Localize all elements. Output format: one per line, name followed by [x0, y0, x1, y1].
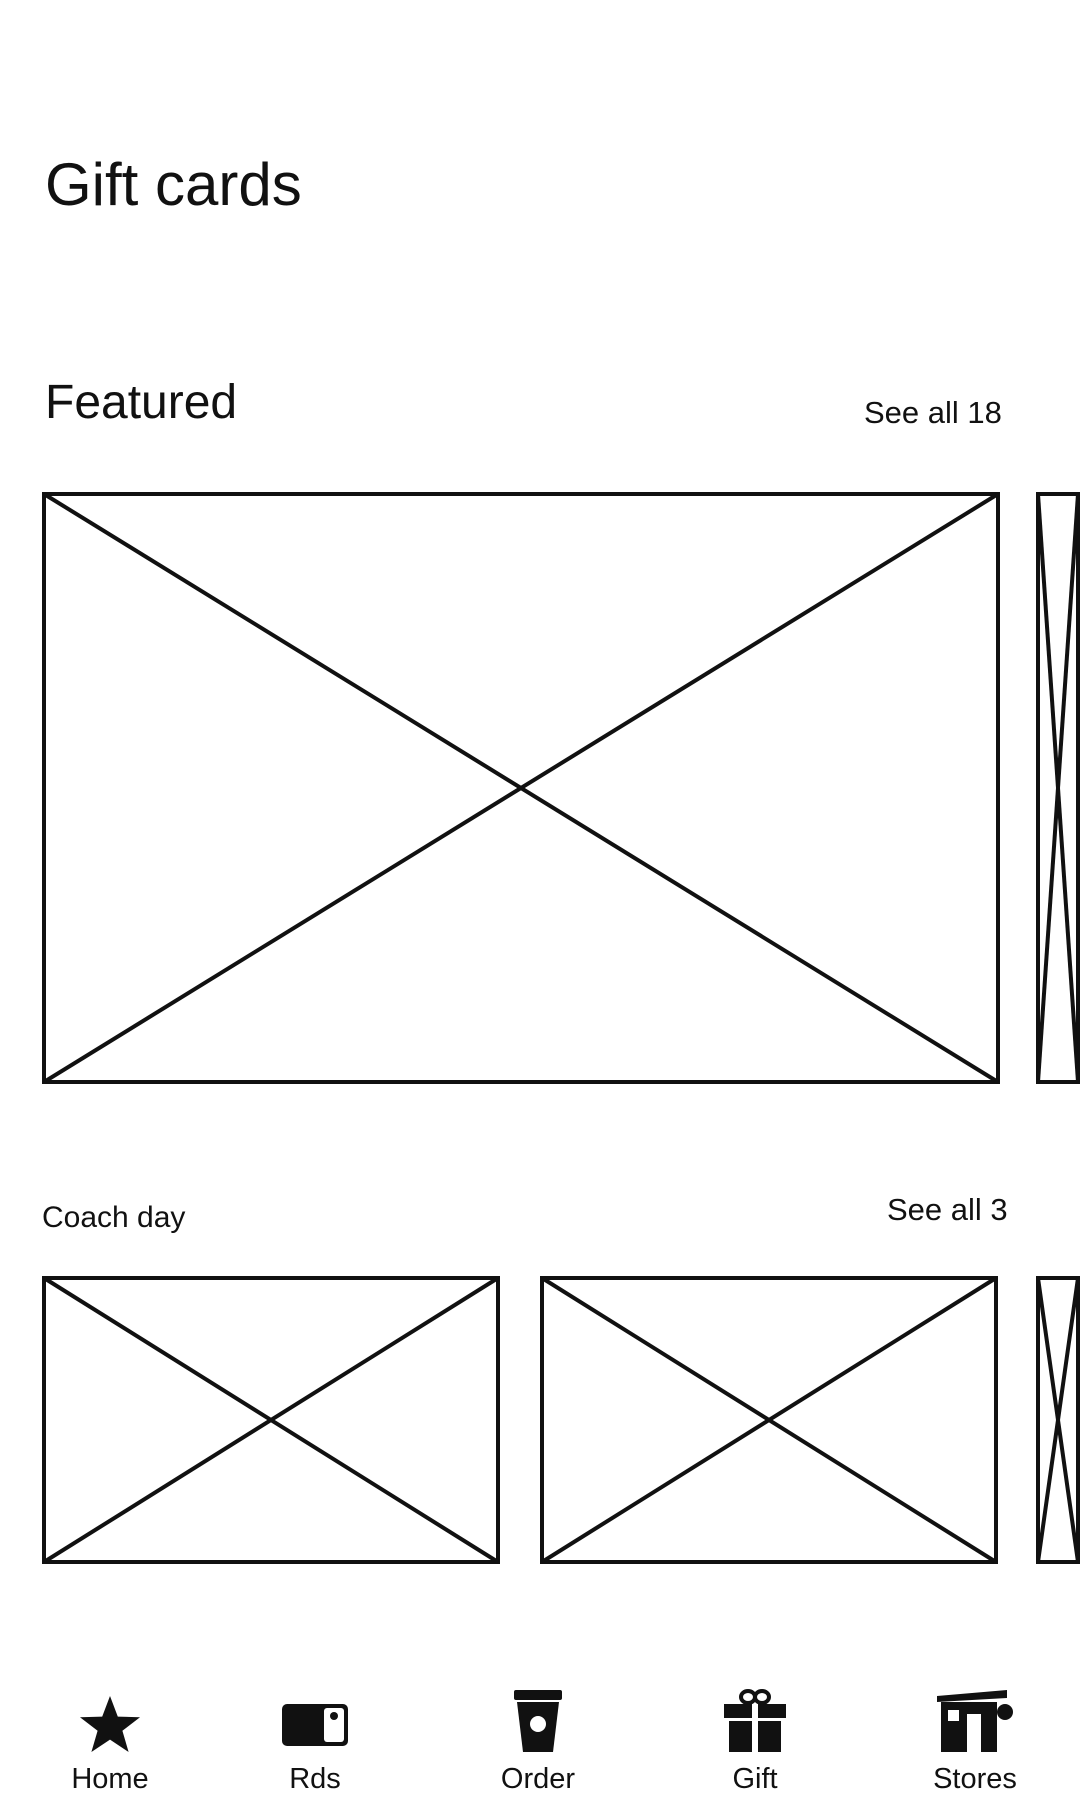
see-all-coach-day-link[interactable]: See all 3: [887, 1192, 1008, 1227]
nav-item-home[interactable]: Home: [35, 1680, 185, 1800]
nav-label-home: Home: [71, 1763, 149, 1795]
nav-item-order[interactable]: Order: [463, 1680, 613, 1800]
bottom-nav-bar: Home Rds Order Gift: [0, 1680, 1080, 1800]
nav-item-stores[interactable]: Stores: [900, 1680, 1050, 1800]
coach-day-card-image[interactable]: [42, 1276, 500, 1564]
nav-label-rds: Rds: [289, 1763, 341, 1795]
see-all-featured-link[interactable]: See all 18: [864, 395, 1002, 430]
card-icon: [282, 1704, 348, 1746]
featured-next-card-image[interactable]: [1036, 492, 1080, 1084]
featured-section-title: Featured: [45, 376, 238, 429]
nav-label-order: Order: [500, 1763, 576, 1795]
star-icon: [80, 1696, 140, 1752]
store-icon: [937, 1690, 1013, 1752]
featured-card-image[interactable]: [42, 492, 1000, 1084]
gift-icon: [724, 1689, 786, 1752]
page-title: Gift cards: [45, 151, 302, 218]
coach-day-section-title: Coach day: [42, 1201, 186, 1234]
nav-label-gift: Gift: [732, 1763, 778, 1795]
coach-day-next-card-image[interactable]: [1036, 1276, 1080, 1564]
nav-item-gift[interactable]: Gift: [680, 1680, 830, 1800]
nav-label-stores: Stores: [933, 1763, 1017, 1795]
coach-day-card-image[interactable]: [540, 1276, 998, 1564]
cup-icon: [514, 1690, 562, 1752]
nav-item-rds[interactable]: Rds: [240, 1680, 390, 1800]
